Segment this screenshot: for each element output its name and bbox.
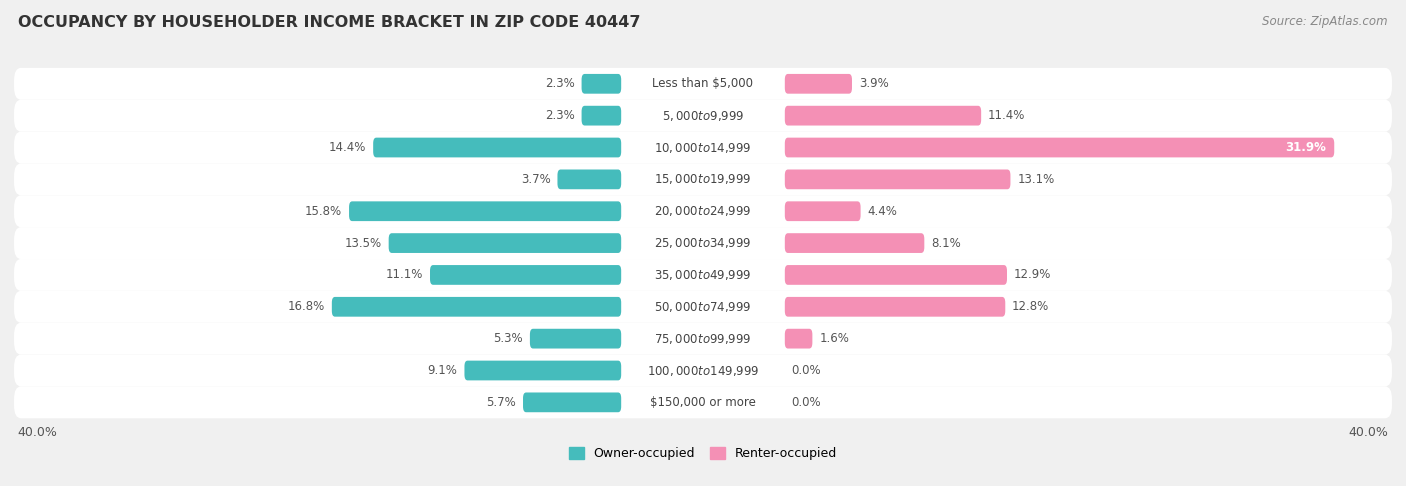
FancyBboxPatch shape bbox=[464, 361, 621, 381]
Text: 8.1%: 8.1% bbox=[931, 237, 960, 250]
FancyBboxPatch shape bbox=[785, 106, 981, 125]
Text: Less than $5,000: Less than $5,000 bbox=[652, 77, 754, 90]
FancyBboxPatch shape bbox=[785, 170, 1011, 189]
FancyBboxPatch shape bbox=[14, 227, 1392, 259]
Text: $5,000 to $9,999: $5,000 to $9,999 bbox=[662, 109, 744, 122]
FancyBboxPatch shape bbox=[349, 201, 621, 221]
FancyBboxPatch shape bbox=[14, 386, 1392, 418]
Text: $75,000 to $99,999: $75,000 to $99,999 bbox=[654, 331, 752, 346]
FancyBboxPatch shape bbox=[14, 291, 1392, 323]
Text: 11.1%: 11.1% bbox=[385, 268, 423, 281]
Text: 16.8%: 16.8% bbox=[288, 300, 325, 313]
FancyBboxPatch shape bbox=[14, 355, 1392, 386]
FancyBboxPatch shape bbox=[14, 259, 1392, 291]
Text: Source: ZipAtlas.com: Source: ZipAtlas.com bbox=[1263, 15, 1388, 28]
Text: 12.8%: 12.8% bbox=[1012, 300, 1049, 313]
Text: 13.5%: 13.5% bbox=[344, 237, 382, 250]
Text: 11.4%: 11.4% bbox=[988, 109, 1025, 122]
Text: 9.1%: 9.1% bbox=[427, 364, 457, 377]
FancyBboxPatch shape bbox=[430, 265, 621, 285]
FancyBboxPatch shape bbox=[582, 106, 621, 125]
FancyBboxPatch shape bbox=[14, 132, 1392, 163]
FancyBboxPatch shape bbox=[14, 195, 1392, 227]
FancyBboxPatch shape bbox=[785, 201, 860, 221]
Text: OCCUPANCY BY HOUSEHOLDER INCOME BRACKET IN ZIP CODE 40447: OCCUPANCY BY HOUSEHOLDER INCOME BRACKET … bbox=[18, 15, 641, 30]
FancyBboxPatch shape bbox=[523, 393, 621, 412]
Text: 13.1%: 13.1% bbox=[1018, 173, 1054, 186]
Text: 12.9%: 12.9% bbox=[1014, 268, 1052, 281]
FancyBboxPatch shape bbox=[14, 163, 1392, 195]
Text: $150,000 or more: $150,000 or more bbox=[650, 396, 756, 409]
FancyBboxPatch shape bbox=[530, 329, 621, 348]
Text: $15,000 to $19,999: $15,000 to $19,999 bbox=[654, 173, 752, 186]
Text: 1.6%: 1.6% bbox=[820, 332, 849, 345]
FancyBboxPatch shape bbox=[373, 138, 621, 157]
Text: 31.9%: 31.9% bbox=[1285, 141, 1326, 154]
Text: $25,000 to $34,999: $25,000 to $34,999 bbox=[654, 236, 752, 250]
FancyBboxPatch shape bbox=[14, 68, 1392, 100]
Text: 2.3%: 2.3% bbox=[546, 77, 575, 90]
FancyBboxPatch shape bbox=[785, 265, 1007, 285]
Text: 5.7%: 5.7% bbox=[486, 396, 516, 409]
Text: $20,000 to $24,999: $20,000 to $24,999 bbox=[654, 204, 752, 218]
Text: 15.8%: 15.8% bbox=[305, 205, 342, 218]
Text: 3.7%: 3.7% bbox=[520, 173, 551, 186]
FancyBboxPatch shape bbox=[557, 170, 621, 189]
Text: 40.0%: 40.0% bbox=[17, 426, 58, 439]
Text: 2.3%: 2.3% bbox=[546, 109, 575, 122]
FancyBboxPatch shape bbox=[785, 329, 813, 348]
Text: 0.0%: 0.0% bbox=[792, 364, 821, 377]
FancyBboxPatch shape bbox=[785, 74, 852, 94]
Text: $35,000 to $49,999: $35,000 to $49,999 bbox=[654, 268, 752, 282]
FancyBboxPatch shape bbox=[388, 233, 621, 253]
Text: $10,000 to $14,999: $10,000 to $14,999 bbox=[654, 140, 752, 155]
Text: $50,000 to $74,999: $50,000 to $74,999 bbox=[654, 300, 752, 314]
Text: 0.0%: 0.0% bbox=[792, 396, 821, 409]
FancyBboxPatch shape bbox=[785, 233, 924, 253]
FancyBboxPatch shape bbox=[582, 74, 621, 94]
FancyBboxPatch shape bbox=[14, 323, 1392, 355]
Text: 5.3%: 5.3% bbox=[494, 332, 523, 345]
FancyBboxPatch shape bbox=[785, 138, 1334, 157]
FancyBboxPatch shape bbox=[785, 297, 1005, 317]
FancyBboxPatch shape bbox=[14, 100, 1392, 132]
Text: 3.9%: 3.9% bbox=[859, 77, 889, 90]
Legend: Owner-occupied, Renter-occupied: Owner-occupied, Renter-occupied bbox=[564, 442, 842, 465]
Text: 14.4%: 14.4% bbox=[329, 141, 367, 154]
Text: 40.0%: 40.0% bbox=[1348, 426, 1389, 439]
FancyBboxPatch shape bbox=[332, 297, 621, 317]
Text: 4.4%: 4.4% bbox=[868, 205, 897, 218]
Text: $100,000 to $149,999: $100,000 to $149,999 bbox=[647, 364, 759, 378]
